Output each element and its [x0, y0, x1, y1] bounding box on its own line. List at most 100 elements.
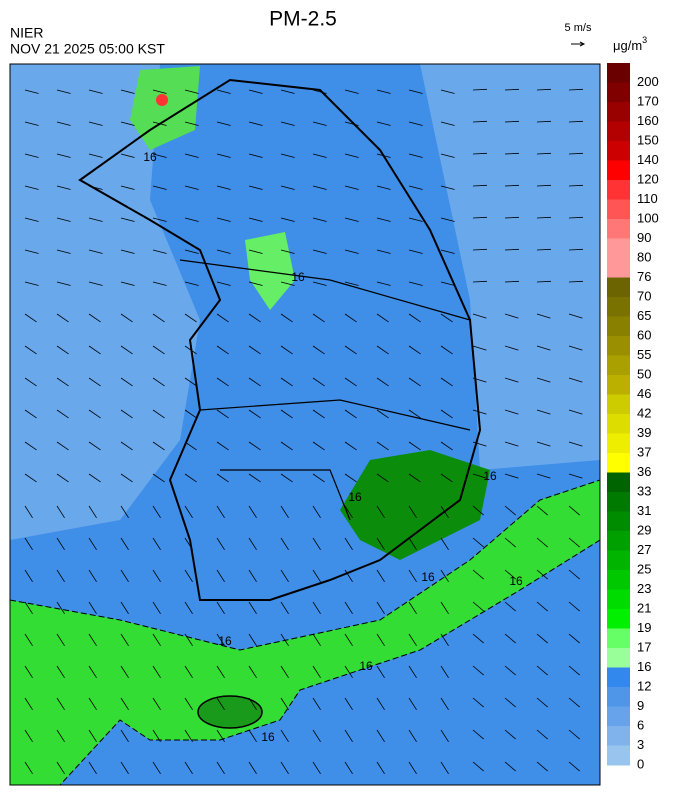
- colorbar-swatch: [607, 570, 630, 590]
- wind-arrow: [504, 152, 520, 155]
- colorbar-swatch: [607, 628, 630, 649]
- wind-arrow: [88, 537, 97, 550]
- wind-arrow: [568, 377, 583, 383]
- colorbar-swatch: [607, 472, 630, 493]
- wind-arrow: [248, 89, 263, 94]
- wind-arrow: [568, 601, 580, 612]
- wind-arrow: [440, 569, 449, 582]
- colorbar-label: 46: [637, 386, 651, 401]
- colorbar-label: 31: [637, 503, 651, 518]
- wind-arrow: [120, 697, 129, 710]
- colorbar-label: 29: [637, 522, 651, 537]
- wind-arrow: [56, 569, 65, 582]
- colorbar-swatch: [607, 336, 630, 356]
- wind-arrow: [408, 601, 417, 614]
- wind-arrow: [312, 505, 321, 518]
- wind-arrow: [568, 345, 583, 351]
- wind-arrow: [184, 217, 199, 222]
- colorbar-swatch: [607, 199, 630, 220]
- wind-arrow: [184, 761, 193, 774]
- wind-arrow: [504, 505, 516, 516]
- wind-arrow: [24, 633, 33, 646]
- map: 16 16 16 16 16 16 16 16 16: [10, 64, 600, 785]
- wind-arrow: [24, 505, 33, 518]
- wind-arrow: [344, 633, 353, 646]
- wind-arrow: [312, 281, 327, 286]
- wind-arrow: [56, 249, 71, 254]
- wind-arrow: [184, 729, 193, 742]
- colorbar-label: 23: [637, 581, 651, 596]
- wind-arrow: [376, 185, 391, 190]
- contour-label: 16: [483, 469, 497, 483]
- wind-arrow: [56, 505, 65, 518]
- wind-arrow: [376, 217, 391, 222]
- wind-arrow: [216, 409, 229, 419]
- wind-arrow: [536, 184, 552, 187]
- wind-arrow: [216, 633, 225, 646]
- colorbar-label: 90: [637, 230, 651, 245]
- wind-arrow: [440, 377, 453, 387]
- colorbar-swatch: [607, 160, 630, 181]
- wind-arrow: [536, 569, 548, 580]
- wind-arrow: [216, 377, 229, 387]
- wind-arrow: [184, 345, 197, 355]
- wind-arrow: [408, 249, 423, 254]
- wind-arrow: [344, 473, 357, 483]
- wind-arrow: [216, 729, 225, 742]
- wind-arrow: [440, 89, 455, 94]
- colorbar-label: 12: [637, 678, 651, 693]
- wind-arrow: [536, 152, 552, 155]
- wind-arrow: [376, 89, 391, 94]
- wind-arrow: [568, 248, 584, 251]
- wind-arrow: [536, 697, 548, 708]
- wind-arrow: [248, 761, 257, 774]
- wind-arrow: [184, 473, 197, 483]
- contour-label: 16: [421, 570, 435, 584]
- wind-arrow: [216, 697, 225, 710]
- colorbar-label: 36: [637, 464, 651, 479]
- wind-arrow: [152, 281, 167, 286]
- wind-field: [24, 88, 584, 774]
- wind-arrow: [344, 121, 359, 126]
- wind-arrow: [184, 185, 199, 190]
- wind-arrow: [472, 88, 488, 91]
- wind-arrow: [312, 537, 321, 550]
- colorbar-label: 21: [637, 600, 651, 615]
- wind-arrow: [120, 633, 129, 646]
- wind-arrow: [376, 569, 385, 582]
- wind-arrow: [312, 569, 321, 582]
- wind-arrow: [24, 409, 37, 419]
- wind-arrow: [344, 505, 353, 518]
- wind-arrow: [184, 537, 193, 550]
- wind-arrow: [504, 216, 520, 219]
- wind-arrow: [472, 569, 484, 580]
- wind-arrow: [376, 409, 389, 419]
- wind-arrow: [440, 697, 449, 710]
- wind-arrow: [24, 281, 39, 286]
- wind-arrow: [248, 121, 263, 126]
- wind-arrow: [312, 665, 321, 678]
- wind-arrow: [472, 665, 484, 676]
- colorbar-swatch: [607, 316, 630, 337]
- wind-arrow: [24, 569, 33, 582]
- wind-arrow: [472, 248, 488, 251]
- wind-arrow: [280, 537, 289, 550]
- wind-arrow: [280, 665, 289, 678]
- wind-arrow: [536, 248, 552, 251]
- wind-arrow: [408, 121, 423, 126]
- wind-arrow: [88, 281, 103, 286]
- wind-arrow: [88, 665, 97, 678]
- wind-arrow: [56, 665, 65, 678]
- wind-arrow: [568, 665, 580, 676]
- wind-arrow: [152, 409, 165, 419]
- colorbar-swatch: [607, 745, 630, 766]
- wind-arrow: [24, 345, 37, 355]
- wind-arrow: [216, 761, 225, 774]
- wind-arrow: [472, 345, 487, 351]
- wind-arrow: [408, 153, 423, 158]
- wind-arrow: [312, 121, 327, 126]
- wind-arrow: [56, 441, 69, 451]
- colorbar-label: 0: [637, 756, 644, 771]
- wind-arrow: [248, 153, 263, 158]
- wind-arrow: [344, 249, 359, 254]
